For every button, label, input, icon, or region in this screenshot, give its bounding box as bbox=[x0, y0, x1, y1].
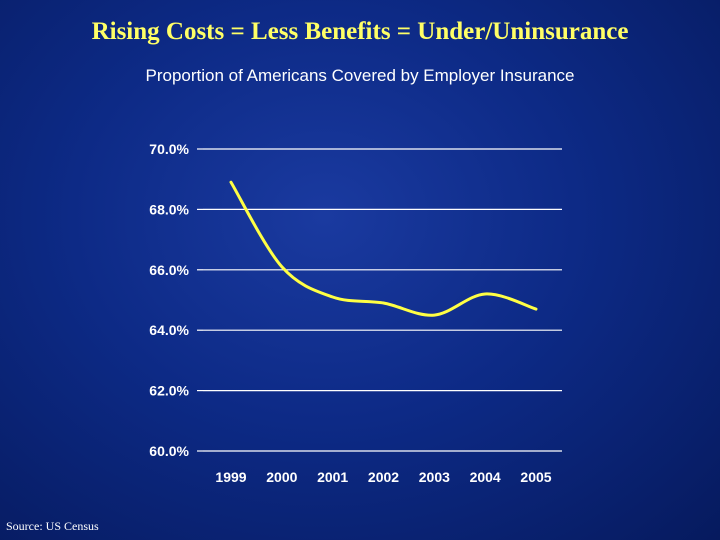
y-tick-label: 70.0% bbox=[149, 141, 189, 157]
x-axis-tick-labels: 1999 2000 2001 2002 2003 2004 2005 bbox=[215, 469, 551, 485]
source-note: Source: US Census bbox=[6, 519, 99, 533]
y-axis-tick-labels: 70.0% 68.0% 66.0% 64.0% 62.0% 60.0% bbox=[149, 141, 189, 459]
series-layer bbox=[229, 180, 538, 317]
y-tick-label: 60.0% bbox=[149, 443, 189, 459]
x-tick-label: 2001 bbox=[317, 469, 348, 485]
gridlines bbox=[197, 148, 562, 452]
slide-title: Rising Costs = Less Benefits = Under/Uni… bbox=[91, 18, 629, 45]
y-tick-label: 62.0% bbox=[149, 383, 189, 399]
x-tick-label: 2003 bbox=[419, 469, 450, 485]
y-tick-label: 66.0% bbox=[149, 262, 189, 278]
x-tick-label: 2002 bbox=[368, 469, 399, 485]
y-tick-label: 68.0% bbox=[149, 201, 189, 217]
x-tick-label: 2005 bbox=[520, 469, 551, 485]
x-tick-label: 1999 bbox=[215, 469, 246, 485]
y-tick-label: 64.0% bbox=[149, 322, 189, 338]
x-tick-label: 2004 bbox=[470, 469, 501, 485]
series-line bbox=[229, 180, 538, 317]
chart-title: Proportion of Americans Covered by Emplo… bbox=[145, 66, 575, 85]
x-tick-label: 2000 bbox=[266, 469, 297, 485]
